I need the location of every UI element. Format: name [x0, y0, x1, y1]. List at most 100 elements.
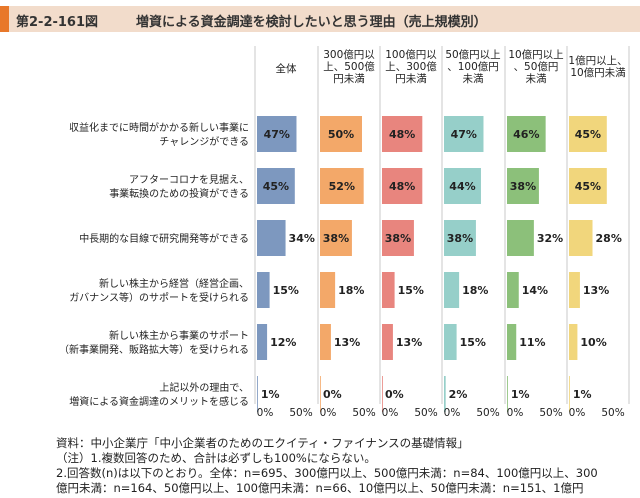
- note-1: （注）1.複数回答のため、合計は必ずしも100%にならない。: [56, 451, 376, 465]
- series-header: 10億円未満: [570, 66, 626, 79]
- note-3: 億円未満：n=164、50億円以上、100億円未満：n=66、10億円以上、50…: [56, 481, 584, 495]
- data-label: 13%: [396, 336, 422, 349]
- data-label: 38%: [447, 232, 473, 245]
- bar: [444, 324, 457, 360]
- series-header: 、50億円: [514, 60, 559, 73]
- data-label: 45%: [575, 180, 601, 193]
- data-label: 0%: [323, 388, 342, 401]
- series-header: 、100億円: [447, 60, 499, 73]
- data-label: 44%: [449, 180, 475, 193]
- data-label: 13%: [583, 284, 609, 297]
- data-label: 52%: [329, 180, 355, 193]
- bar: [569, 116, 607, 152]
- data-label: 15%: [273, 284, 299, 297]
- series-header: 全体: [276, 62, 297, 75]
- data-label: 34%: [289, 232, 315, 245]
- x-tick-label: 0%: [257, 407, 274, 419]
- data-label: 48%: [389, 180, 415, 193]
- bar: [569, 376, 570, 412]
- bar: [320, 220, 352, 256]
- bar: [320, 272, 336, 308]
- category-label: 中長期的な目線で研究開発等ができる: [79, 232, 249, 245]
- bar: [382, 324, 393, 360]
- series-header: 10億円以上: [508, 48, 563, 61]
- x-tick-label: 0%: [382, 407, 399, 419]
- bar: [382, 168, 423, 204]
- bar: [507, 376, 508, 412]
- data-label: 1%: [573, 388, 592, 401]
- category-label: 増資による資金調達のメリットを感じる: [69, 395, 249, 408]
- bar: [444, 116, 484, 152]
- series-header: 100億円以: [385, 48, 437, 61]
- data-label: 50%: [328, 128, 354, 141]
- data-label: 38%: [323, 232, 349, 245]
- bar: [320, 116, 362, 152]
- series-header: 円未満: [333, 73, 365, 85]
- data-label: 18%: [462, 284, 488, 297]
- figure-number: 第2-2-161図: [16, 15, 99, 30]
- chart-notes: 資料：中小企業庁「中小企業者のためのエクイティ・ファイナンスの基礎情報」 （注）…: [56, 436, 636, 496]
- bar: [320, 376, 321, 412]
- x-tick-label: 0%: [507, 407, 524, 419]
- bar: [444, 220, 476, 256]
- data-label: 13%: [334, 336, 360, 349]
- data-label: 38%: [510, 180, 536, 193]
- category-label: 新しい株主から経営（経営企画、: [99, 277, 249, 290]
- data-label: 14%: [522, 284, 548, 297]
- data-label: 10%: [580, 336, 606, 349]
- bar: [569, 272, 580, 308]
- series-header: 円未満: [395, 73, 427, 85]
- bar: [444, 376, 446, 412]
- data-label: 45%: [263, 180, 289, 193]
- x-tick-label: 0%: [569, 407, 586, 419]
- data-label: 0%: [385, 388, 404, 401]
- series-header: 上、500億: [323, 60, 375, 73]
- x-tick-label: 50%: [289, 407, 312, 419]
- x-tick-label: 50%: [476, 407, 499, 419]
- note-2: 2.回答数(n)は以下のとおり。全体：n=695、300億円以上、500億円未満…: [56, 466, 598, 480]
- figure-title: 増資による資金調達を検討したいと思う理由（売上規模別）: [136, 15, 487, 30]
- data-label: 18%: [338, 284, 364, 297]
- bar: [507, 324, 517, 360]
- bar: [257, 220, 286, 256]
- bar: [257, 324, 268, 360]
- bar: [507, 168, 539, 204]
- category-label: アフターコロナを見据え、: [129, 173, 249, 186]
- data-label: 48%: [389, 128, 415, 141]
- bar: [507, 272, 519, 308]
- bar: [382, 376, 383, 412]
- bar: [444, 272, 460, 308]
- category-label: ガバナンス等）のサポートを受けられる: [69, 291, 249, 304]
- category-label: 上記以外の理由で、: [159, 381, 249, 394]
- data-label: 2%: [449, 388, 468, 401]
- category-label: （新事業開発、販路拡大等）を受けられる: [59, 343, 249, 356]
- data-label: 12%: [270, 336, 296, 349]
- series-header: 1億円以上、: [568, 54, 627, 67]
- note-source: 資料：中小企業庁「中小企業者のためのエクイティ・ファイナンスの基礎情報」: [56, 436, 469, 450]
- bar: [444, 168, 481, 204]
- data-label: 46%: [513, 128, 539, 141]
- category-label: 事業転換のための投資ができる: [109, 187, 249, 200]
- series-header: 未満: [463, 73, 484, 85]
- bar: [257, 376, 258, 412]
- data-label: 15%: [398, 284, 424, 297]
- bar: [257, 168, 295, 204]
- title-accent-block: [0, 6, 9, 32]
- data-label: 1%: [511, 388, 530, 401]
- bar: [507, 220, 534, 256]
- series-header: 300億円以: [323, 48, 375, 61]
- bar: [569, 220, 593, 256]
- data-label: 11%: [519, 336, 545, 349]
- x-tick-label: 50%: [539, 407, 562, 419]
- bar: [382, 272, 395, 308]
- bar: [507, 116, 546, 152]
- bar: [569, 324, 578, 360]
- bar: [382, 116, 423, 152]
- data-label: 45%: [575, 128, 601, 141]
- x-tick-label: 0%: [444, 407, 461, 419]
- category-label: チャレンジができる: [159, 135, 249, 148]
- x-tick-label: 50%: [414, 407, 437, 419]
- bar: [382, 220, 414, 256]
- bar: [257, 272, 270, 308]
